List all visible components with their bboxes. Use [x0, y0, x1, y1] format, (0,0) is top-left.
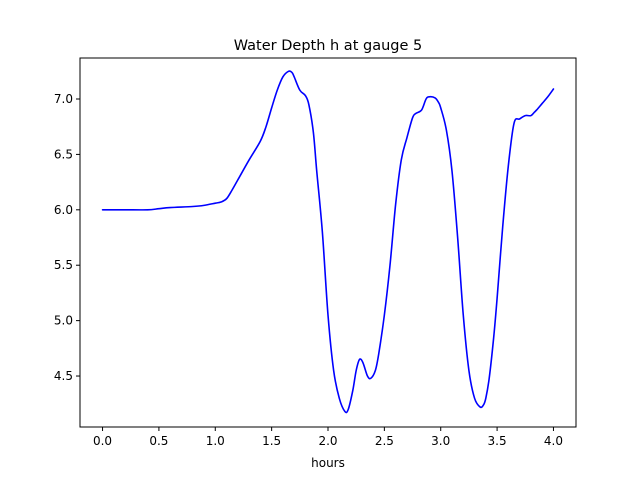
series-line-0 — [101, 70, 555, 414]
x-tick-label-0: 0.0 — [93, 434, 112, 448]
y-tick-label-0: 4.5 — [54, 369, 73, 383]
y-tick-label-3: 6.0 — [54, 203, 73, 217]
y-tick-label-4: 6.5 — [54, 147, 73, 161]
x-tick-label-7: 3.5 — [488, 434, 507, 448]
x-tick-label-1: 0.5 — [149, 434, 168, 448]
x-axis-label: hours — [311, 456, 345, 470]
y-tick-label-1: 5.0 — [54, 314, 73, 328]
x-tick-label-4: 2.0 — [318, 434, 337, 448]
chart-title: Water Depth h at gauge 5 — [234, 38, 422, 54]
x-tick-label-8: 4.0 — [544, 434, 563, 448]
x-tick-label-6: 3.0 — [431, 434, 450, 448]
x-tick-label-5: 2.5 — [375, 434, 394, 448]
y-tick-label-2: 5.5 — [54, 258, 73, 272]
x-tick-label-3: 1.5 — [262, 434, 281, 448]
y-tick-label-5: 7.0 — [54, 92, 73, 106]
x-tick-label-2: 1.0 — [206, 434, 225, 448]
plot-area: 0.0 0.5 1.0 1.5 2.0 2.5 3.0 3.5 4.0 4.5 5.0 5.5 6.0 6… — [54, 57, 577, 448]
